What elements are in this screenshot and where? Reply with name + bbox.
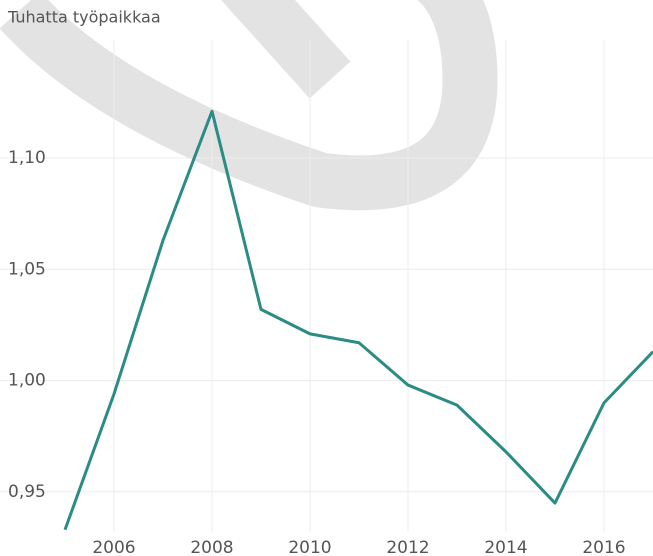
x-tick-label: 2006 <box>92 538 135 556</box>
x-tick-label: 2010 <box>288 538 331 556</box>
watermark <box>0 0 498 211</box>
y-tick-label: 1,00 <box>8 371 46 391</box>
y-tick-label: 1,10 <box>8 148 46 168</box>
x-tick-label: 2016 <box>582 538 625 556</box>
x-tick-label: 2008 <box>190 538 233 556</box>
y-tick-label: 0,95 <box>8 482 46 502</box>
data-line <box>63 109 653 531</box>
x-tick-label: 2012 <box>386 538 429 556</box>
x-tick-label: 2014 <box>484 538 527 556</box>
chart-title: Tuhatta työpaikkaa <box>7 8 161 27</box>
y-tick-label: 1,05 <box>8 259 46 279</box>
